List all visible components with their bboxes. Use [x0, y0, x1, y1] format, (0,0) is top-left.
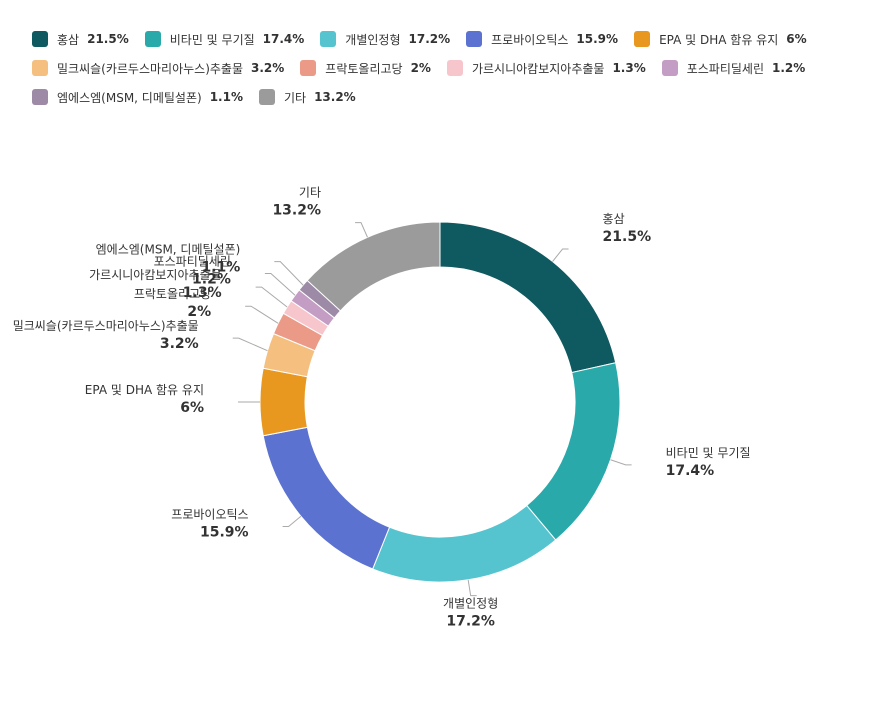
donut-slice[interactable] [372, 504, 557, 583]
legend-value: 2% [410, 61, 431, 75]
slice-label-name: 가르시니아캄보지아추출물 [89, 268, 221, 282]
legend-label: 개별인정형 [345, 32, 401, 47]
slice-labels: 홍삼 21.5% 비타민 및 무기질 17.4% 개별인정형 17.2% 프로바이오틱스 15… [13, 186, 751, 630]
legend-label: 포스파티딜세린 [686, 61, 764, 76]
slice-label-value: 3.2% [160, 336, 199, 352]
leader-line [355, 222, 368, 238]
slice-label-value: 1.1% [201, 260, 240, 276]
legend-swatch [32, 31, 48, 47]
slice-label-name: 홍삼 [603, 212, 625, 226]
legend-item[interactable]: 기타 13.2% [258, 88, 356, 106]
donut-slice[interactable] [262, 426, 391, 570]
chart-legend: 홍삼 21.5% 비타민 및 무기질 17.4% 개별인정형 17.2% 프로바이오틱스 15… [32, 30, 812, 106]
legend-label: EPA 및 DHA 함유 유지 [659, 32, 779, 47]
slice-label-name: 기타 [299, 186, 321, 200]
legend-item[interactable]: 개별인정형 17.2% [320, 30, 450, 48]
legend-item[interactable]: 프로바이오틱스 15.9% [466, 30, 618, 48]
legend-item[interactable]: 프락토올리고당 2% [300, 59, 431, 77]
leader-line [245, 305, 279, 324]
legend-swatch [300, 60, 317, 76]
legend-item[interactable]: 가르시니아캄보지아추출물 1.3% [446, 59, 646, 77]
legend-label: 가르시니아캄보지아추출물 [471, 61, 605, 76]
legend-label: 프로바이오틱스 [491, 32, 569, 47]
slice-label-name: 밀크씨슬(카르두스마리아누스)추출물 [13, 319, 199, 333]
legend-item[interactable]: 홍삼 21.5% [32, 30, 129, 48]
legend-label: 홍삼 [57, 32, 80, 47]
slice-label-value: 6% [180, 400, 204, 416]
leader-line [264, 273, 296, 296]
legend-item[interactable]: 밀크씨슬(카르두스마리아누스)추출물 3.2% [32, 59, 284, 77]
legend-swatch [258, 89, 275, 105]
legend-value: 17.2% [408, 32, 451, 46]
legend-value: 3.2% [251, 61, 285, 75]
legend-value: 15.9% [576, 32, 619, 46]
donut-slices [259, 221, 621, 583]
donut-slice[interactable] [525, 362, 621, 541]
slice-label-value: 1.2% [192, 272, 231, 288]
legend-swatch [32, 60, 48, 76]
legend-value: 21.5% [87, 32, 129, 46]
legend-value: 17.4% [262, 32, 305, 46]
leader-line [274, 261, 304, 286]
slice-label-value: 2% [187, 304, 211, 320]
legend-value: 13.2% [314, 90, 356, 104]
slice-label-name: 프락토올리고당 [134, 287, 211, 301]
slice-label-name: 포스파티딜세린 [154, 255, 231, 269]
slice-label-value: 17.4% [666, 463, 715, 479]
donut-slice[interactable] [439, 221, 617, 374]
slice-label-value: 21.5% [603, 229, 652, 245]
leader-line [282, 515, 302, 527]
slice-label-value: 13.2% [272, 203, 321, 219]
slice-label-name: 비타민 및 무기질 [666, 446, 751, 460]
legend-value: 1.2% [772, 61, 806, 75]
leader-line [467, 579, 477, 597]
legend-value: 1.3% [612, 61, 646, 75]
slice-label-value: 17.2% [446, 614, 495, 630]
leader-lines [232, 222, 632, 597]
legend-label: 비타민 및 무기질 [169, 32, 255, 47]
leader-line [610, 459, 632, 466]
legend-label: 기타 [283, 90, 307, 105]
legend-swatch [466, 31, 483, 47]
legend-label: 밀크씨슬(카르두스마리아누스)추출물 [57, 61, 244, 76]
leader-line [552, 248, 569, 262]
legend-swatch [32, 89, 48, 105]
legend-item[interactable]: 엠에스엠(MSM, 디메틸설폰) 1.1% [32, 88, 243, 106]
legend-item[interactable]: 비타민 및 무기질 17.4% [144, 30, 305, 48]
slice-label-name: 개별인정형 [443, 597, 498, 611]
leader-line [232, 337, 268, 352]
slice-label-name: 프로바이오틱스 [171, 507, 248, 521]
donut-slice[interactable] [306, 221, 441, 312]
legend-swatch [634, 31, 651, 47]
leader-line [255, 286, 288, 308]
legend-value: 6% [786, 32, 807, 46]
slice-label-value: 15.9% [200, 524, 249, 540]
legend-value: 1.1% [209, 90, 243, 104]
donut-slice[interactable] [259, 367, 308, 437]
legend-swatch [661, 60, 678, 76]
legend-label: 엠에스엠(MSM, 디메틸설폰) [57, 90, 202, 105]
legend-swatch [144, 31, 161, 47]
legend-swatch [446, 60, 463, 76]
legend-swatch [320, 31, 337, 47]
slice-label-name: 엠에스엠(MSM, 디메틸설폰) [96, 243, 241, 257]
legend-item[interactable]: 포스파티딜세린 1.2% [661, 59, 806, 77]
legend-label: 프락토올리고당 [325, 61, 403, 76]
slice-label-name: EPA 및 DHA 함유 유지 [85, 383, 204, 397]
legend-item[interactable]: EPA 및 DHA 함유 유지 6% [634, 30, 807, 48]
slice-label-value: 1.3% [183, 285, 222, 301]
